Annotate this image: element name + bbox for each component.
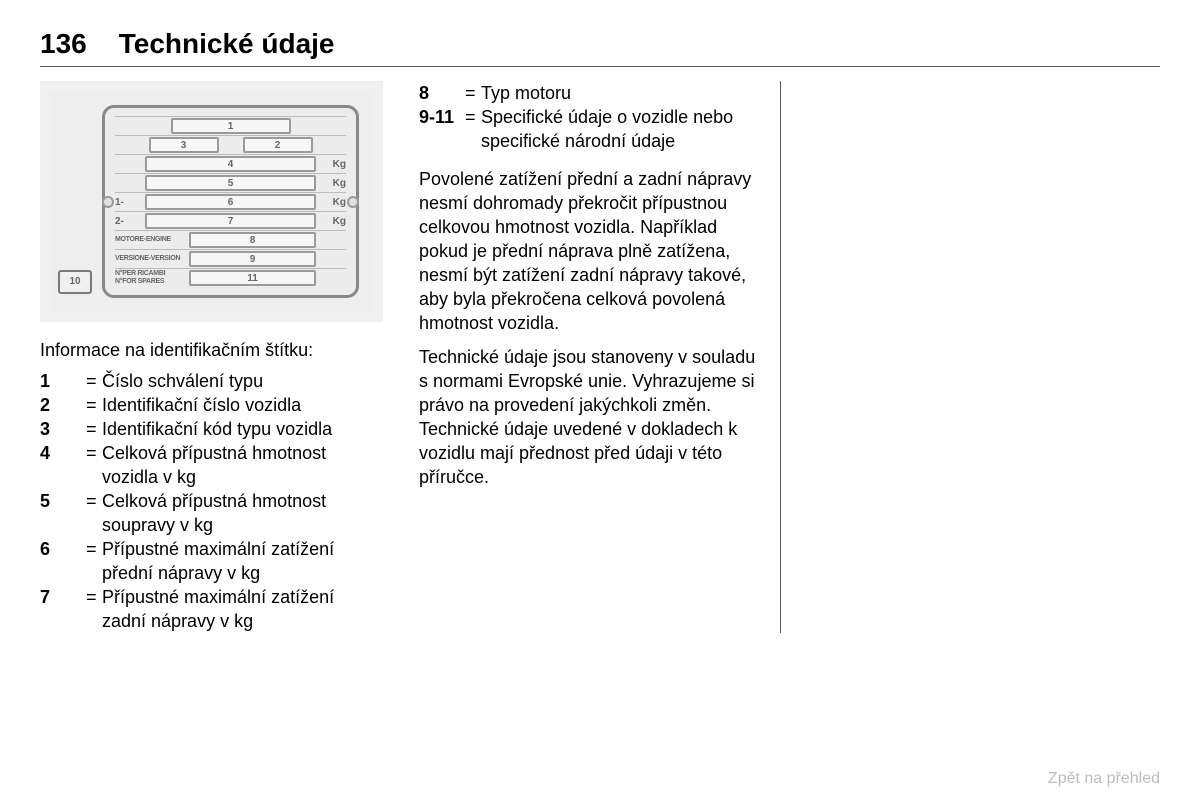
- plate-caption: Informace na identifikačním štítku:: [40, 340, 383, 361]
- plate-cell-7: 7: [145, 213, 316, 229]
- plate-cell-8: 8: [189, 232, 316, 248]
- def-key: 1: [40, 369, 86, 393]
- def-val: Identifikační číslo vozidla: [102, 393, 383, 417]
- id-plate-illustration: 10 1 3 2 4 K: [40, 81, 383, 322]
- plate-cell-6: 6: [145, 194, 316, 210]
- plate-cell-5: 5: [145, 175, 316, 191]
- plate-cell-2: 2: [243, 137, 313, 153]
- plate-row-label: VERSIONE-VERSION: [115, 255, 185, 263]
- plate-unit: Kg: [320, 197, 346, 208]
- plate-row-label: N°PER RICAMBI N°FOR SPARES: [115, 270, 185, 286]
- def-key: 4: [40, 441, 86, 489]
- plate-cell-4: 4: [145, 156, 316, 172]
- plate-cell-3: 3: [149, 137, 219, 153]
- def-key: 5: [40, 489, 86, 537]
- def-key: 7: [40, 585, 86, 633]
- screw-icon: [347, 196, 359, 208]
- def-val: Celková přípustná hmotnost soupravy v kg: [102, 489, 383, 537]
- def-key: 8: [419, 81, 465, 105]
- definitions-list-1: 1=Číslo schválení typu 2=Identifikační č…: [40, 369, 383, 633]
- page-number: 136: [40, 28, 87, 60]
- plate-row-label: MOTORE-ENGINE: [115, 236, 185, 244]
- def-val: Přípustné maximální zatížení zadní nápra…: [102, 585, 383, 633]
- paragraph: Povolené zatížení přední a zadní nápravy…: [419, 167, 762, 335]
- plate-cell-1: 1: [171, 118, 291, 134]
- column-2: 8=Typ motoru 9-11=Specifické údaje o voz…: [401, 81, 781, 633]
- paragraph: Technické údaje jsou stanoveny v souladu…: [419, 345, 762, 489]
- def-val: Identifikační kód typu vozidla: [102, 417, 383, 441]
- plate-cell-9: 9: [189, 251, 316, 267]
- page-title: Technické údaje: [119, 28, 335, 60]
- screw-icon: [102, 196, 114, 208]
- def-val: Číslo schválení typu: [102, 369, 383, 393]
- plate-prefix: 2-: [115, 216, 141, 227]
- def-key: 3: [40, 417, 86, 441]
- def-key: 6: [40, 537, 86, 585]
- column-3: [781, 81, 1160, 633]
- def-val: Specifické údaje o vozidle nebo specific…: [481, 105, 762, 153]
- def-val: Typ motoru: [481, 81, 762, 105]
- plate-unit: Kg: [320, 216, 346, 227]
- def-key: 9-11: [419, 105, 465, 153]
- plate-cell-11: 11: [189, 270, 316, 286]
- definitions-list-2: 8=Typ motoru 9-11=Specifické údaje o voz…: [419, 81, 762, 153]
- plate-side-box: 10: [58, 270, 92, 294]
- column-1: 10 1 3 2 4 K: [40, 81, 401, 633]
- def-val: Celková přípustná hmotnost vozidla v kg: [102, 441, 383, 489]
- plate-unit: Kg: [320, 178, 346, 189]
- plate-prefix: 1-: [115, 197, 141, 208]
- page-header: 136 Technické údaje: [40, 28, 1160, 67]
- back-to-overview-link[interactable]: Zpět na přehled: [1048, 770, 1160, 788]
- plate-unit: Kg: [320, 159, 346, 170]
- def-key: 2: [40, 393, 86, 417]
- def-val: Přípustné maximální zatížení přední nápr…: [102, 537, 383, 585]
